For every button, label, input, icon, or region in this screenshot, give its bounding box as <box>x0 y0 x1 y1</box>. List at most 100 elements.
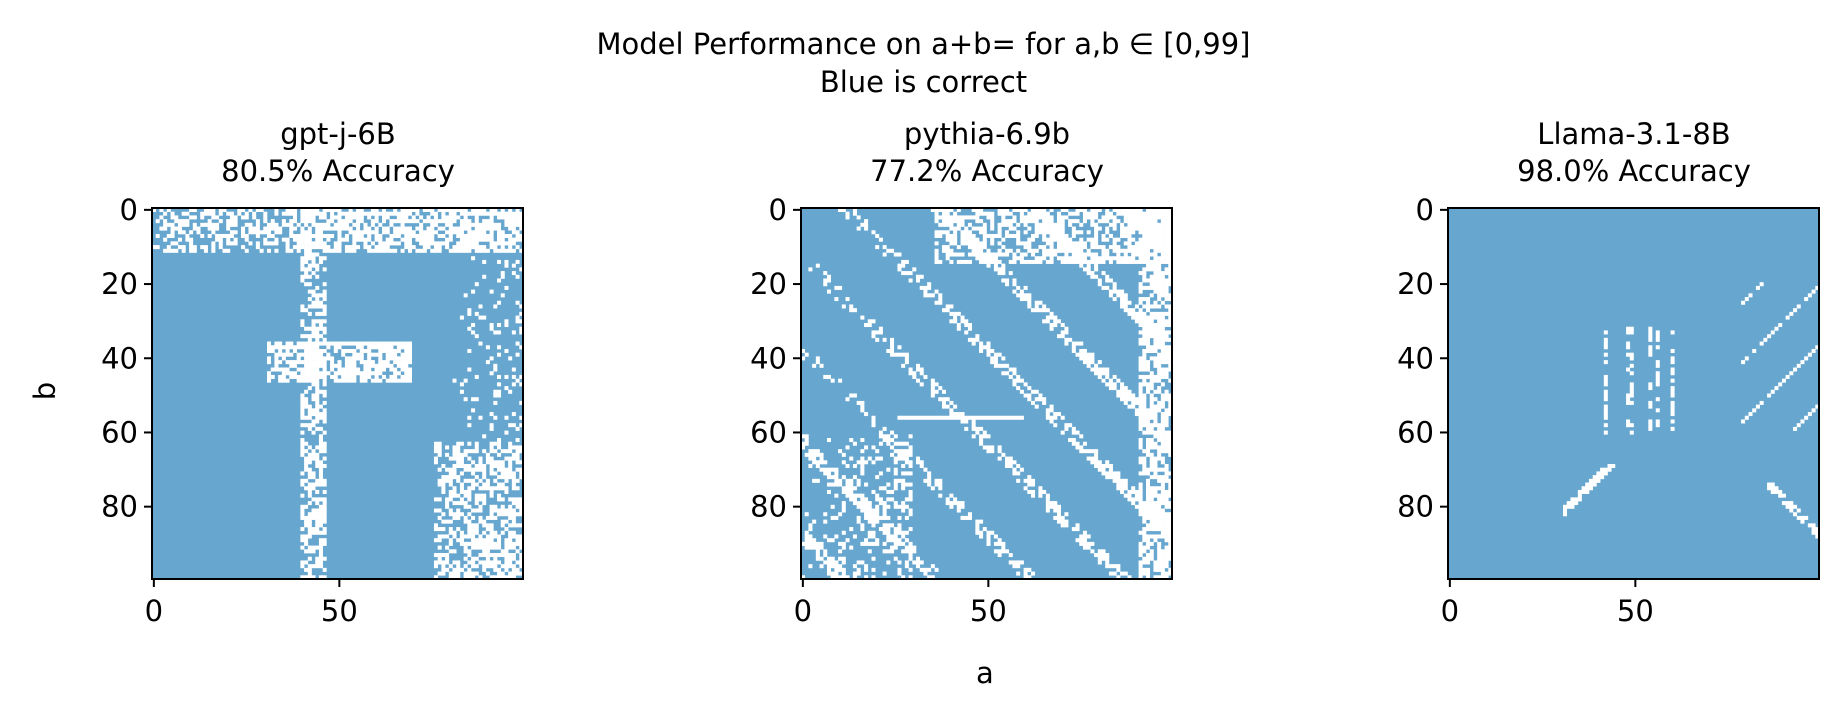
heatmap-cell-incorrect <box>344 371 349 376</box>
heatmap-cell-incorrect <box>493 508 498 513</box>
heatmap-cell-incorrect <box>400 211 405 216</box>
heatmap-cell-incorrect <box>1105 215 1110 220</box>
heatmap-cell-incorrect <box>930 393 935 398</box>
heatmap-cell-incorrect <box>519 330 524 335</box>
heatmap-cell-incorrect <box>315 463 320 468</box>
heatmap-cell-incorrect <box>330 356 335 361</box>
heatmap-cell-incorrect <box>359 352 364 357</box>
heatmap-cell-incorrect <box>489 523 494 528</box>
heatmap-cell-incorrect <box>322 512 327 517</box>
heatmap-cell-incorrect <box>504 567 509 572</box>
heatmap-cell-incorrect <box>233 241 238 246</box>
heatmap-cell-incorrect <box>341 374 346 379</box>
heatmap-cell-incorrect <box>904 545 909 550</box>
heatmap-cell-incorrect <box>990 356 995 361</box>
heatmap-cell-incorrect <box>289 352 294 357</box>
heatmap-cell-incorrect <box>864 567 869 572</box>
heatmap-cell-incorrect <box>322 215 327 220</box>
heatmap-cell-incorrect <box>237 211 242 216</box>
heatmap-cell-incorrect <box>304 456 309 461</box>
heatmap-cell-incorrect <box>882 504 887 509</box>
heatmap-cell-incorrect <box>497 438 502 443</box>
heatmap-cell-incorrect <box>1168 226 1173 231</box>
heatmap-cell-incorrect <box>300 374 305 379</box>
heatmap-cell-incorrect <box>1626 419 1631 424</box>
heatmap-cell-incorrect <box>1800 519 1805 524</box>
heatmap-cell-incorrect <box>1060 515 1065 520</box>
heatmap-cell-incorrect <box>285 352 290 357</box>
heatmap-cell-incorrect <box>938 233 943 238</box>
heatmap-cell-incorrect <box>1160 345 1165 350</box>
heatmap-cell-incorrect <box>1101 549 1106 554</box>
heatmap-cell-incorrect <box>1153 534 1158 539</box>
heatmap-cell-incorrect <box>322 311 327 316</box>
heatmap-cell-incorrect <box>304 334 309 339</box>
heatmap-cell-incorrect <box>356 245 361 250</box>
heatmap-cell-incorrect <box>1045 226 1050 231</box>
heatmap-cell-incorrect <box>467 560 472 565</box>
heatmap-cell-incorrect <box>1146 508 1151 513</box>
heatmap-cell-incorrect <box>437 515 442 520</box>
heatmap-cell-incorrect <box>875 493 880 498</box>
heatmap-cell-incorrect <box>404 245 409 250</box>
heatmap-cell-incorrect <box>437 553 442 558</box>
heatmap-cell-incorrect <box>867 530 872 535</box>
heatmap-cell-incorrect <box>956 208 961 213</box>
heatmap-cell-incorrect <box>1153 341 1158 346</box>
heatmap-cell-incorrect <box>1127 222 1132 227</box>
heatmap-cell-incorrect <box>300 564 305 569</box>
heatmap-cell-incorrect <box>200 211 205 216</box>
heatmap-cell-incorrect <box>1108 256 1113 261</box>
heatmap-cell-incorrect <box>307 230 312 235</box>
heatmap-cell-incorrect <box>504 323 509 328</box>
heatmap-cell-incorrect <box>474 482 479 487</box>
heatmap-cell-incorrect <box>307 530 312 535</box>
heatmap-cell-incorrect <box>815 541 820 546</box>
heatmap-cell-incorrect <box>1164 252 1169 257</box>
heatmap-cell-incorrect <box>508 538 513 543</box>
heatmap-cell-incorrect <box>459 538 464 543</box>
heatmap-cell-incorrect <box>307 215 312 220</box>
heatmap-cell-incorrect <box>982 226 987 231</box>
heatmap-cell-incorrect <box>315 556 320 561</box>
heatmap-cell-incorrect <box>207 233 212 238</box>
heatmap-cell-incorrect <box>1160 423 1165 428</box>
heatmap-cell-incorrect <box>1090 222 1095 227</box>
heatmap-cell-incorrect <box>311 367 316 372</box>
heatmap-cell-incorrect <box>1101 245 1106 250</box>
heatmap-cell-incorrect <box>267 230 272 235</box>
heatmap-cell-incorrect <box>419 248 424 253</box>
heatmap-cell-incorrect <box>292 363 297 368</box>
heatmap-cell-incorrect <box>1016 293 1021 298</box>
heatmap-cell-incorrect <box>441 233 446 238</box>
heatmap-cell-incorrect <box>1105 564 1110 569</box>
heatmap-cell-incorrect <box>352 374 357 379</box>
heatmap-cell-incorrect <box>1094 452 1099 457</box>
heatmap-cell-incorrect <box>433 553 438 558</box>
heatmap-cell-incorrect <box>1071 245 1076 250</box>
heatmap-cell-incorrect <box>1153 337 1158 342</box>
heatmap-cell-incorrect <box>1168 252 1173 257</box>
heatmap-cell-incorrect <box>374 345 379 350</box>
heatmap-cell-incorrect <box>489 538 494 543</box>
heatmap-cell-incorrect <box>1138 426 1143 431</box>
heatmap-cell-incorrect <box>259 208 264 213</box>
heatmap-cell-incorrect <box>834 482 839 487</box>
heatmap-cell-incorrect <box>474 226 479 231</box>
heatmap-cell-incorrect <box>1101 259 1106 264</box>
heatmap-cell-incorrect <box>1016 463 1021 468</box>
heatmap-cell-incorrect <box>1629 393 1634 398</box>
heatmap-cell-incorrect <box>330 233 335 238</box>
heatmap-cell-incorrect <box>1164 397 1169 402</box>
heatmap-cell-incorrect <box>497 493 502 498</box>
heatmap-cell-incorrect <box>170 222 175 227</box>
heatmap-cell-incorrect <box>348 215 353 220</box>
heatmap-cell-incorrect <box>511 475 516 480</box>
heatmap-cell-incorrect <box>1168 545 1173 550</box>
heatmap-cell-incorrect <box>382 367 387 372</box>
heatmap-cell-incorrect <box>860 315 865 320</box>
heatmap-cell-incorrect <box>1131 248 1136 253</box>
heatmap-cell-incorrect <box>300 393 305 398</box>
heatmap-cell-incorrect <box>1108 564 1113 569</box>
heatmap-cell-incorrect <box>1027 241 1032 246</box>
